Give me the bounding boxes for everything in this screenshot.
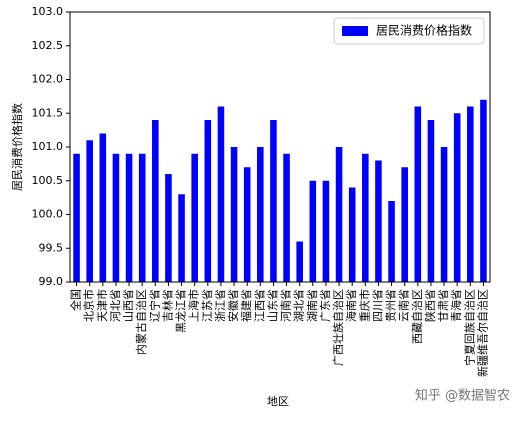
bar bbox=[257, 147, 264, 282]
x-tick-label: 天津市 bbox=[95, 289, 109, 322]
x-tick-label: 西藏自治区 bbox=[410, 289, 424, 344]
bar bbox=[414, 106, 422, 282]
bar bbox=[440, 147, 448, 282]
x-tick-label: 甘肃省 bbox=[437, 289, 450, 322]
x-tick-label: 安徽省 bbox=[226, 289, 240, 322]
y-tick-label: 100.5 bbox=[32, 174, 64, 187]
bar bbox=[73, 153, 80, 282]
y-tick-label: 103.0 bbox=[32, 5, 64, 18]
legend-label: 居民消费价格指数 bbox=[376, 23, 472, 38]
x-tick-label: 吉林省 bbox=[160, 289, 174, 322]
x-tick-label: 云南省 bbox=[398, 289, 411, 322]
x-tick-label: 河南省 bbox=[280, 289, 293, 322]
bar bbox=[165, 174, 172, 282]
bar bbox=[230, 147, 238, 282]
x-tick-label: 广西壮族自治区 bbox=[331, 289, 345, 366]
bar bbox=[138, 153, 146, 282]
x-tick-label: 江西省 bbox=[253, 289, 266, 322]
x-tick-label: 上海市 bbox=[187, 289, 201, 322]
bar bbox=[388, 201, 395, 282]
x-tick-label: 全国 bbox=[69, 289, 83, 311]
bar bbox=[375, 160, 382, 282]
x-tick-label: 江苏省 bbox=[201, 289, 214, 322]
x-tick-label: 山东省 bbox=[266, 289, 279, 322]
bar bbox=[335, 147, 343, 282]
y-tick-label: 101.5 bbox=[32, 106, 64, 119]
bar bbox=[99, 133, 107, 282]
bar bbox=[86, 140, 93, 282]
bar bbox=[467, 106, 474, 282]
x-tick-label: 河北省 bbox=[109, 289, 122, 322]
y-tick-label: 102.0 bbox=[32, 73, 64, 86]
y-tick-label: 102.5 bbox=[32, 39, 64, 52]
bar bbox=[296, 241, 303, 282]
bar bbox=[453, 113, 461, 282]
bar bbox=[152, 120, 159, 282]
y-tick-label: 99.0 bbox=[39, 275, 64, 288]
bar bbox=[270, 120, 277, 282]
legend-swatch bbox=[342, 26, 368, 36]
x-tick-label: 贵州省 bbox=[385, 289, 398, 322]
bar bbox=[191, 153, 198, 282]
y-axis-label: 居民消费价格指数 bbox=[10, 103, 24, 191]
x-tick-label: 山西省 bbox=[122, 289, 135, 322]
plot-frame bbox=[69, 11, 491, 283]
x-tick-label: 宁夏回族自治区 bbox=[462, 289, 476, 366]
x-tick-label: 青海省 bbox=[449, 289, 463, 322]
bar bbox=[322, 180, 330, 282]
bar bbox=[362, 153, 369, 282]
x-tick-label: 重庆市 bbox=[357, 289, 371, 322]
x-tick-label: 黑龙江省 bbox=[175, 289, 188, 333]
legend-box bbox=[333, 17, 485, 45]
bar bbox=[204, 120, 212, 282]
x-tick-label: 广东省 bbox=[319, 289, 332, 322]
y-tick-label: 101.0 bbox=[32, 140, 64, 153]
x-axis-label: 地区 bbox=[267, 395, 289, 408]
y-tick-label: 100.0 bbox=[32, 208, 64, 221]
bar bbox=[283, 153, 290, 282]
bar bbox=[243, 167, 251, 282]
x-tick-label: 福建省 bbox=[239, 289, 253, 322]
x-tick-label: 陕西省 bbox=[423, 289, 437, 322]
x-tick-label: 湖南省 bbox=[306, 289, 319, 322]
bar bbox=[348, 187, 356, 282]
x-tick-label: 海南省 bbox=[344, 289, 358, 322]
x-tick-label: 辽宁省 bbox=[147, 289, 161, 322]
bar bbox=[480, 99, 487, 282]
x-tick-label: 浙江省 bbox=[214, 289, 227, 322]
bar bbox=[427, 120, 435, 282]
y-tick-label: 99.5 bbox=[39, 241, 64, 254]
x-tick-label: 四川省 bbox=[371, 289, 384, 322]
x-tick-label: 新疆维吾尔自治区 bbox=[475, 289, 489, 377]
bar bbox=[217, 106, 225, 282]
bar bbox=[112, 153, 120, 282]
x-tick-label: 内蒙古自治区 bbox=[134, 289, 148, 355]
bar bbox=[401, 167, 408, 282]
bar bbox=[178, 194, 185, 282]
watermark: 知乎 @数据智农 bbox=[415, 388, 510, 404]
bar bbox=[125, 153, 133, 282]
x-tick-label: 北京市 bbox=[82, 289, 96, 322]
x-tick-label: 湖北省 bbox=[293, 289, 306, 322]
bar bbox=[309, 180, 317, 282]
